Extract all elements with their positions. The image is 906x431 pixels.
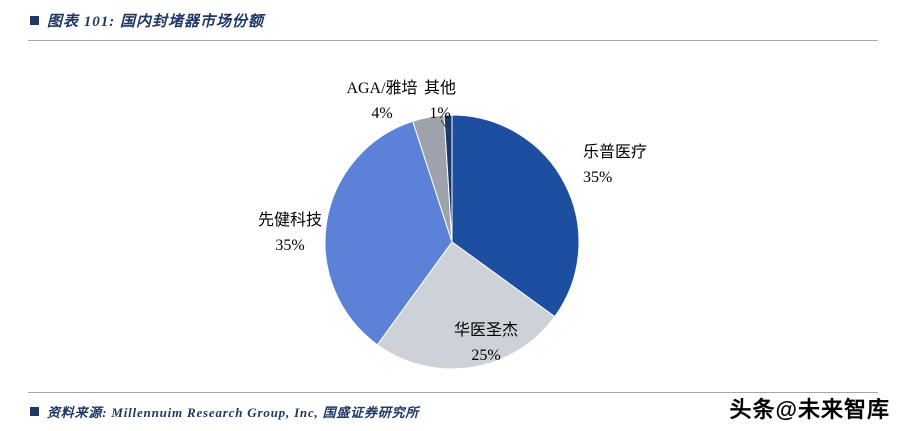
slice-label-lepu: 乐普医疗 35% [583,140,693,190]
slice-label-pct: 35% [275,237,305,254]
pie-slice-2 [324,120,453,346]
slice-label-other: 其他 1% [408,76,472,126]
pie-slices [324,114,580,370]
slice-label-aga: AGA/雅培 4% [330,76,434,126]
source-text: 资料来源: Millennuim Research Group, Inc, 国盛… [47,405,420,420]
chart-title: 图表 101: 国内封堵器市场份额 [47,14,264,30]
slice-label-name: 其他 [423,80,456,97]
slice-label-xianjian: 先健科技 35% [240,208,340,258]
pie-slice-0 [451,114,580,318]
slice-label-pct: 25% [471,347,501,364]
watermark: 头条@未来智库 [729,397,890,422]
slice-label-name: 华医圣杰 [453,322,518,339]
slice-label-pct: 35% [583,169,613,186]
slice-label-name: 乐普医疗 [583,144,648,161]
footer-divider [28,392,878,393]
source-bullet-icon [30,407,39,416]
header-divider [28,40,878,41]
slice-label-huayi: 华医圣杰 25% [436,318,536,368]
pie-slice-1 [376,241,556,370]
slice-label-name: AGA/雅培 [346,80,418,97]
slice-label-name: 先健科技 [257,212,322,229]
leader-line-other [440,119,451,135]
title-bullet-icon [30,16,39,25]
slice-label-pct: 1% [429,105,451,122]
pie-slice-4 [443,114,453,243]
chart-header: 图表 101: 国内封堵器市场份额 [30,10,264,31]
source-row: 资料来源: Millennuim Research Group, Inc, 国盛… [30,402,419,421]
slice-label-pct: 4% [371,105,393,122]
